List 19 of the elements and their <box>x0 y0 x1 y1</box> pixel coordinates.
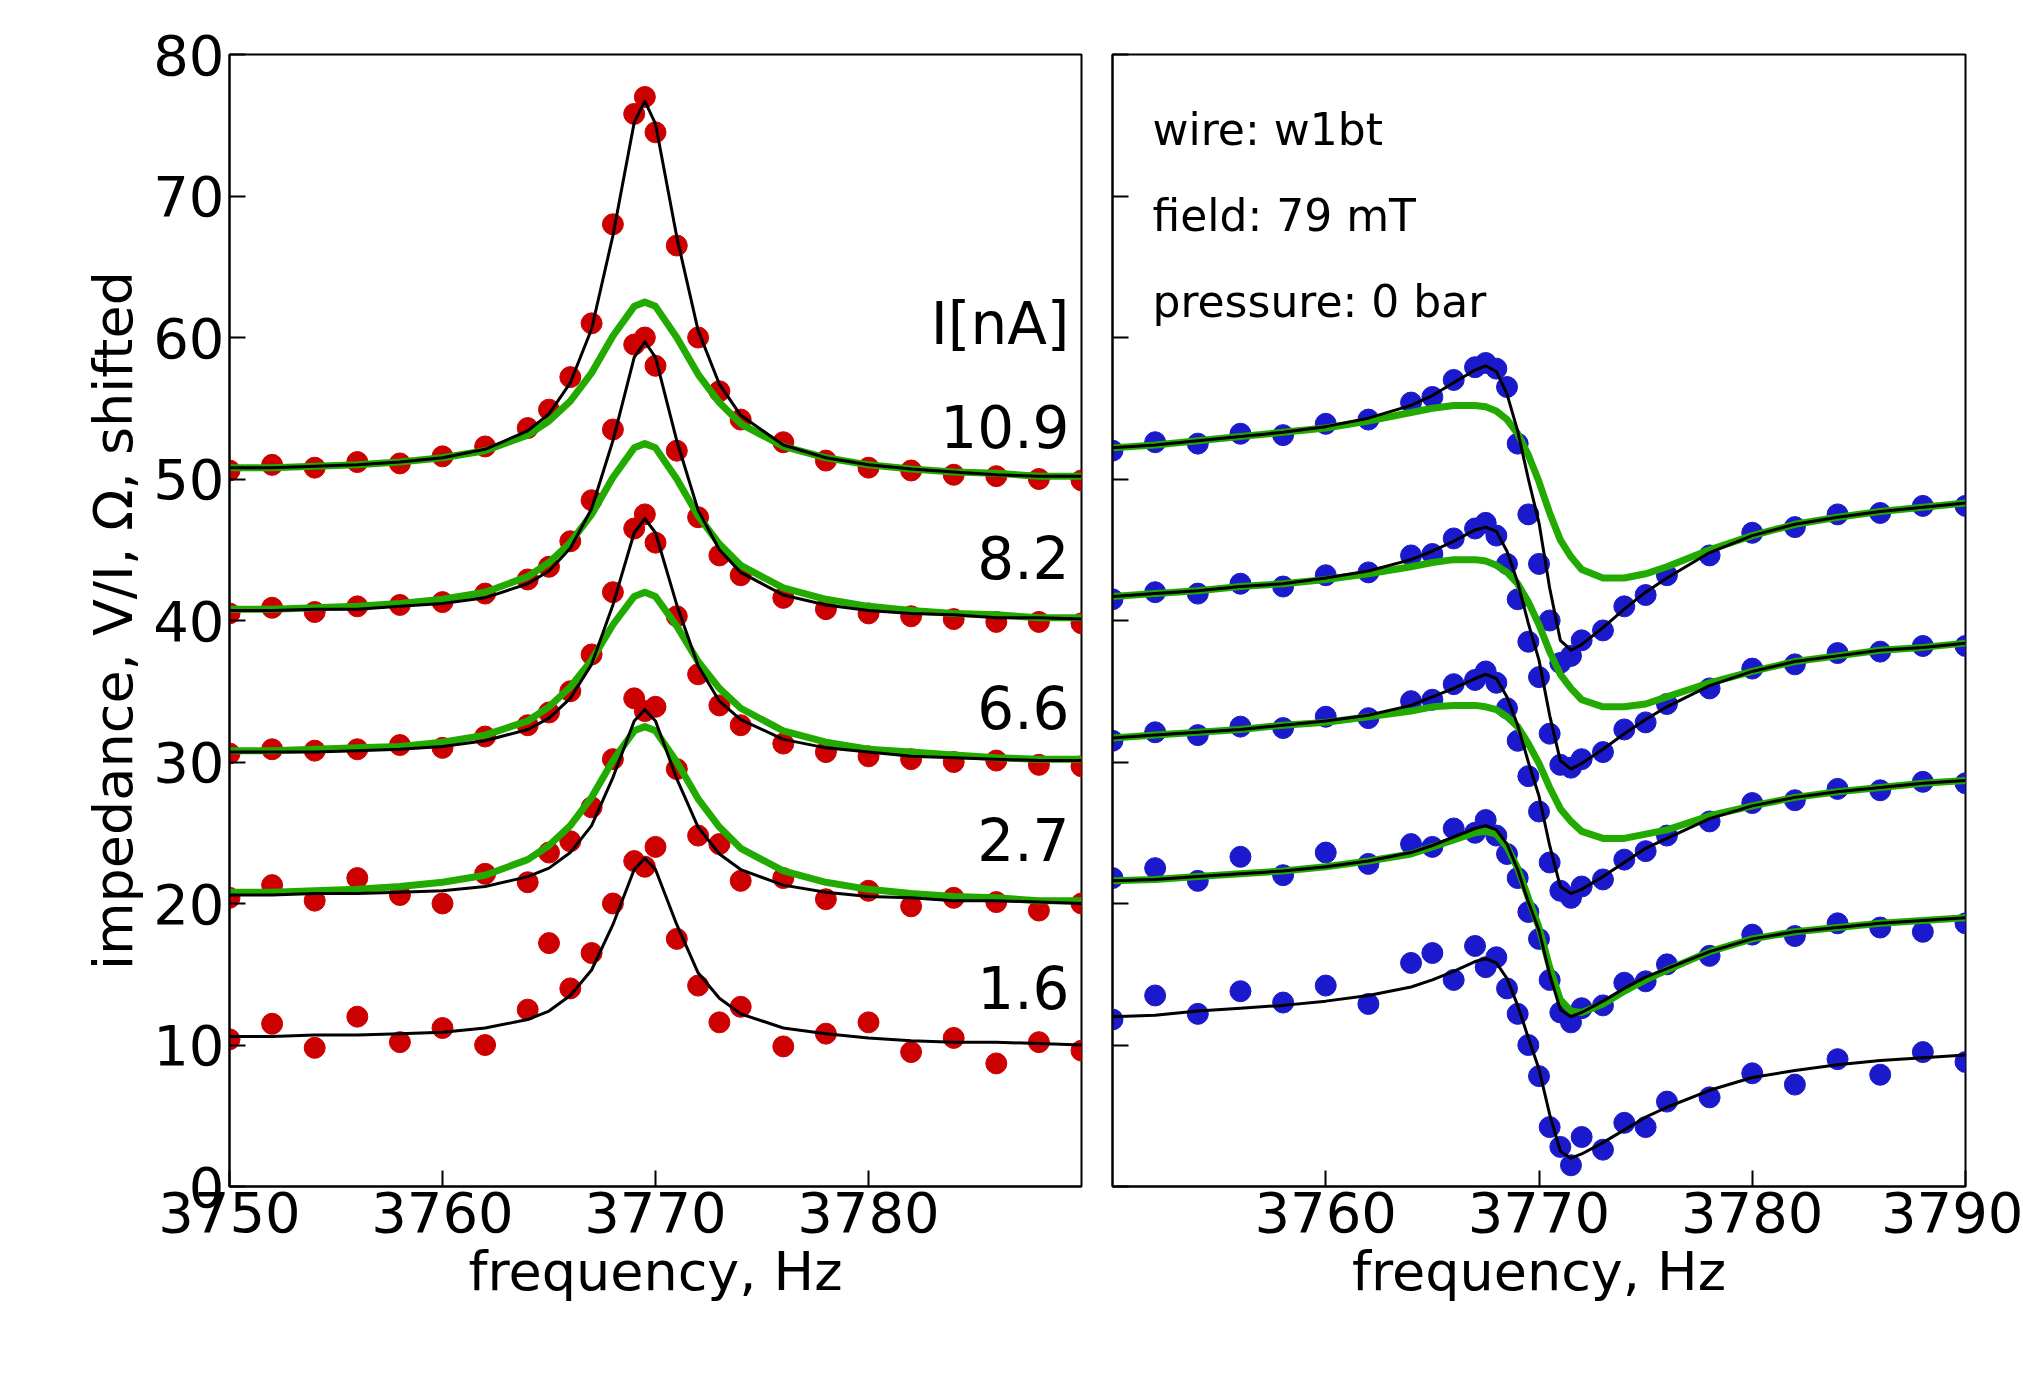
annotation: 1.6 <box>977 955 1070 1023</box>
x-tick-label: 3790 <box>1880 1179 2023 1245</box>
annotation: 10.9 <box>940 394 1070 462</box>
y-tick-label: 30 <box>153 730 225 795</box>
annotation: 6.6 <box>977 675 1070 743</box>
y-tick-label: 40 <box>153 588 225 654</box>
y-tick-label: 10 <box>153 1013 225 1078</box>
y-tick-label: 80 <box>153 22 225 88</box>
annotation: field: 79 mT <box>1152 190 1417 241</box>
y-tick-label: 50 <box>153 447 225 512</box>
annotation: pressure: 0 bar <box>1152 276 1488 327</box>
annotation: 8.2 <box>977 525 1070 593</box>
y-tick-label: 60 <box>153 305 225 371</box>
y-tick-label: 70 <box>153 164 225 229</box>
annotation: wire: w1bt <box>1152 104 1383 155</box>
y-axis-title: impedance, V/I, Ω, shifted <box>82 270 146 971</box>
annotation: 2.7 <box>977 807 1070 875</box>
annotation: I[nA] <box>930 289 1070 358</box>
y-tick-label: 20 <box>153 871 225 937</box>
